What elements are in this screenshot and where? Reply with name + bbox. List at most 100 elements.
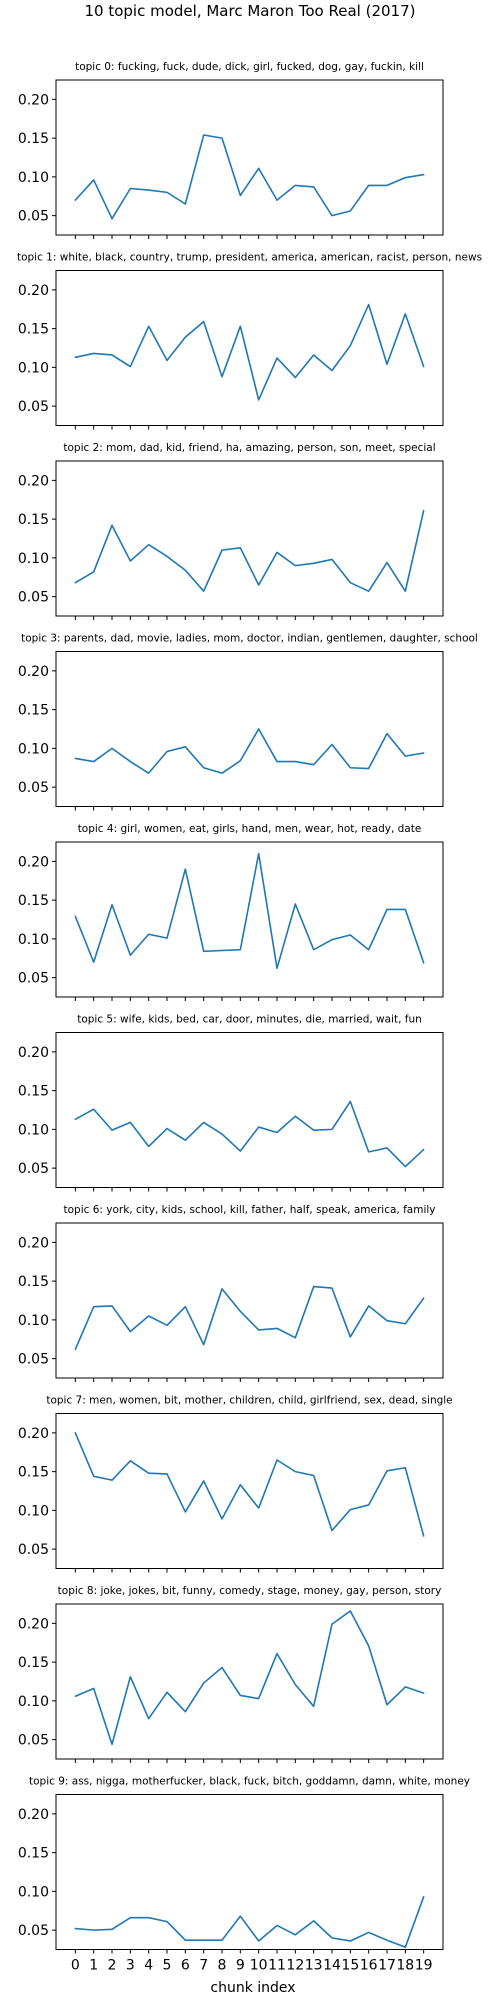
y-tick-label: 0.20 (18, 283, 49, 299)
plot-frame (55, 270, 444, 426)
x-tick-label: 1 (89, 1958, 98, 1974)
series-line (74, 1100, 425, 1168)
x-tick-label: 0 (71, 1958, 80, 1974)
subplot-topic-6: topic 6: york, city, kids, school, kill,… (18, 1204, 444, 1382)
plot-frame (55, 460, 444, 617)
subplot-title: topic 6: york, city, kids, school, kill,… (63, 1204, 435, 1216)
series-line (74, 134, 425, 220)
figure-title: 10 topic model, Marc Maron Too Real (201… (85, 2, 416, 20)
y-tick-label: 0.10 (18, 1503, 49, 1519)
y-tick-label: 0.15 (18, 893, 49, 909)
y-tick-label: 0.15 (18, 1084, 49, 1100)
y-tick-label: 0.10 (18, 741, 49, 757)
y-tick-label: 0.20 (18, 473, 49, 489)
y-tick-label: 0.15 (18, 322, 49, 338)
plot-frame (55, 651, 444, 807)
x-tick-label: 12 (286, 1958, 304, 1974)
series-line (74, 728, 425, 774)
plot-frame (55, 1603, 444, 1760)
x-tick-label: 6 (181, 1958, 190, 1974)
plot-frame (55, 1222, 444, 1379)
plot-frame (55, 841, 444, 998)
y-tick-label: 0.05 (18, 1923, 49, 1939)
y-tick-label: 0.10 (18, 1122, 49, 1138)
series-line (74, 509, 425, 593)
y-tick-label: 0.05 (18, 1542, 49, 1558)
y-tick-label: 0.05 (18, 590, 49, 606)
y-tick-label: 0.10 (18, 1694, 49, 1710)
y-tick-label: 0.10 (18, 1313, 49, 1329)
y-tick-label: 0.10 (18, 551, 49, 567)
subplot-title: topic 3: parents, dad, movie, ladies, mo… (21, 633, 478, 645)
subplot-topic-2: topic 2: mom, dad, kid, friend, ha, amaz… (18, 442, 444, 620)
subplot-grid: topic 0: fucking, fuck, dude, dick, girl… (17, 61, 482, 1974)
x-tick-label: 9 (236, 1958, 245, 1974)
y-tick-label: 0.15 (18, 1846, 49, 1862)
y-tick-label: 0.10 (18, 360, 49, 376)
x-tick-label: 8 (218, 1958, 227, 1974)
y-tick-label: 0.20 (18, 1235, 49, 1251)
x-tick-label: 18 (396, 1958, 414, 1974)
x-tick-label: 13 (305, 1958, 323, 1974)
y-tick-label: 0.05 (18, 971, 49, 987)
subplot-title: topic 0: fucking, fuck, dude, dick, girl… (75, 61, 424, 73)
y-tick-label: 0.05 (18, 1352, 49, 1368)
subplot-topic-5: topic 5: wife, kids, bed, car, door, min… (18, 1014, 444, 1192)
y-tick-label: 0.20 (18, 1045, 49, 1061)
x-tick-label: 11 (268, 1958, 286, 1974)
subplot-title: topic 1: white, black, country, trump, p… (17, 252, 482, 264)
y-tick-label: 0.10 (18, 170, 49, 186)
x-tick-label: 5 (163, 1958, 172, 1974)
y-tick-label: 0.05 (18, 399, 49, 415)
y-tick-label: 0.20 (18, 1807, 49, 1823)
x-tick-label: 7 (199, 1958, 208, 1974)
y-tick-label: 0.20 (18, 664, 49, 680)
x-tick-label: 4 (144, 1958, 153, 1974)
subplot-topic-7: topic 7: men, women, bit, mother, childr… (18, 1395, 453, 1573)
subplot-title: topic 7: men, women, bit, mother, childr… (46, 1395, 452, 1407)
subplot-title: topic 5: wife, kids, bed, car, door, min… (77, 1014, 422, 1026)
subplot-topic-4: topic 4: girl, women, eat, girls, hand, … (18, 823, 444, 1001)
y-tick-label: 0.05 (18, 780, 49, 796)
subplot-title: topic 2: mom, dad, kid, friend, ha, amaz… (63, 442, 435, 454)
plot-frame (55, 1413, 444, 1569)
plot-frame (55, 1032, 444, 1188)
y-tick-label: 0.15 (18, 1465, 49, 1481)
x-tick-label: 3 (126, 1958, 135, 1974)
x-tick-label: 2 (108, 1958, 117, 1974)
y-tick-label: 0.15 (18, 512, 49, 528)
y-tick-label: 0.20 (18, 1426, 49, 1442)
plot-frame (55, 79, 444, 236)
x-tick-label: 14 (323, 1958, 341, 1974)
series-line (74, 1432, 425, 1537)
subplot-topic-3: topic 3: parents, dad, movie, ladies, mo… (18, 633, 478, 811)
y-tick-label: 0.15 (18, 1274, 49, 1290)
y-tick-label: 0.10 (18, 932, 49, 948)
subplot-topic-8: topic 8: joke, jokes, bit, funny, comedy… (18, 1585, 444, 1763)
x-tick-label: 17 (378, 1958, 396, 1974)
y-tick-label: 0.05 (18, 209, 49, 225)
subplot-topic-9: topic 9: ass, nigga, motherfucker, black… (18, 1776, 470, 1974)
series-line (74, 303, 425, 401)
y-tick-label: 0.05 (18, 1161, 49, 1177)
x-tick-label: 15 (341, 1958, 359, 1974)
y-tick-label: 0.20 (18, 1616, 49, 1632)
plot-frame (55, 1794, 444, 1950)
subplot-title: topic 8: joke, jokes, bit, funny, comedy… (58, 1585, 442, 1597)
x-tick-label: 10 (250, 1958, 268, 1974)
y-tick-label: 0.10 (18, 1884, 49, 1900)
subplot-topic-1: topic 1: white, black, country, trump, p… (17, 252, 482, 430)
y-tick-label: 0.05 (18, 1733, 49, 1749)
y-tick-label: 0.15 (18, 703, 49, 719)
x-axis-label: chunk index (210, 1980, 295, 1996)
y-tick-label: 0.15 (18, 131, 49, 147)
series-line (74, 852, 425, 970)
subplot-title: topic 9: ass, nigga, motherfucker, black… (29, 1776, 470, 1788)
series-line (74, 1610, 425, 1746)
series-line (74, 1896, 425, 1948)
series-line (74, 1285, 425, 1351)
y-tick-label: 0.20 (18, 92, 49, 108)
subplot-title: topic 4: girl, women, eat, girls, hand, … (78, 823, 422, 835)
subplot-topic-0: topic 0: fucking, fuck, dude, dick, girl… (18, 61, 444, 239)
